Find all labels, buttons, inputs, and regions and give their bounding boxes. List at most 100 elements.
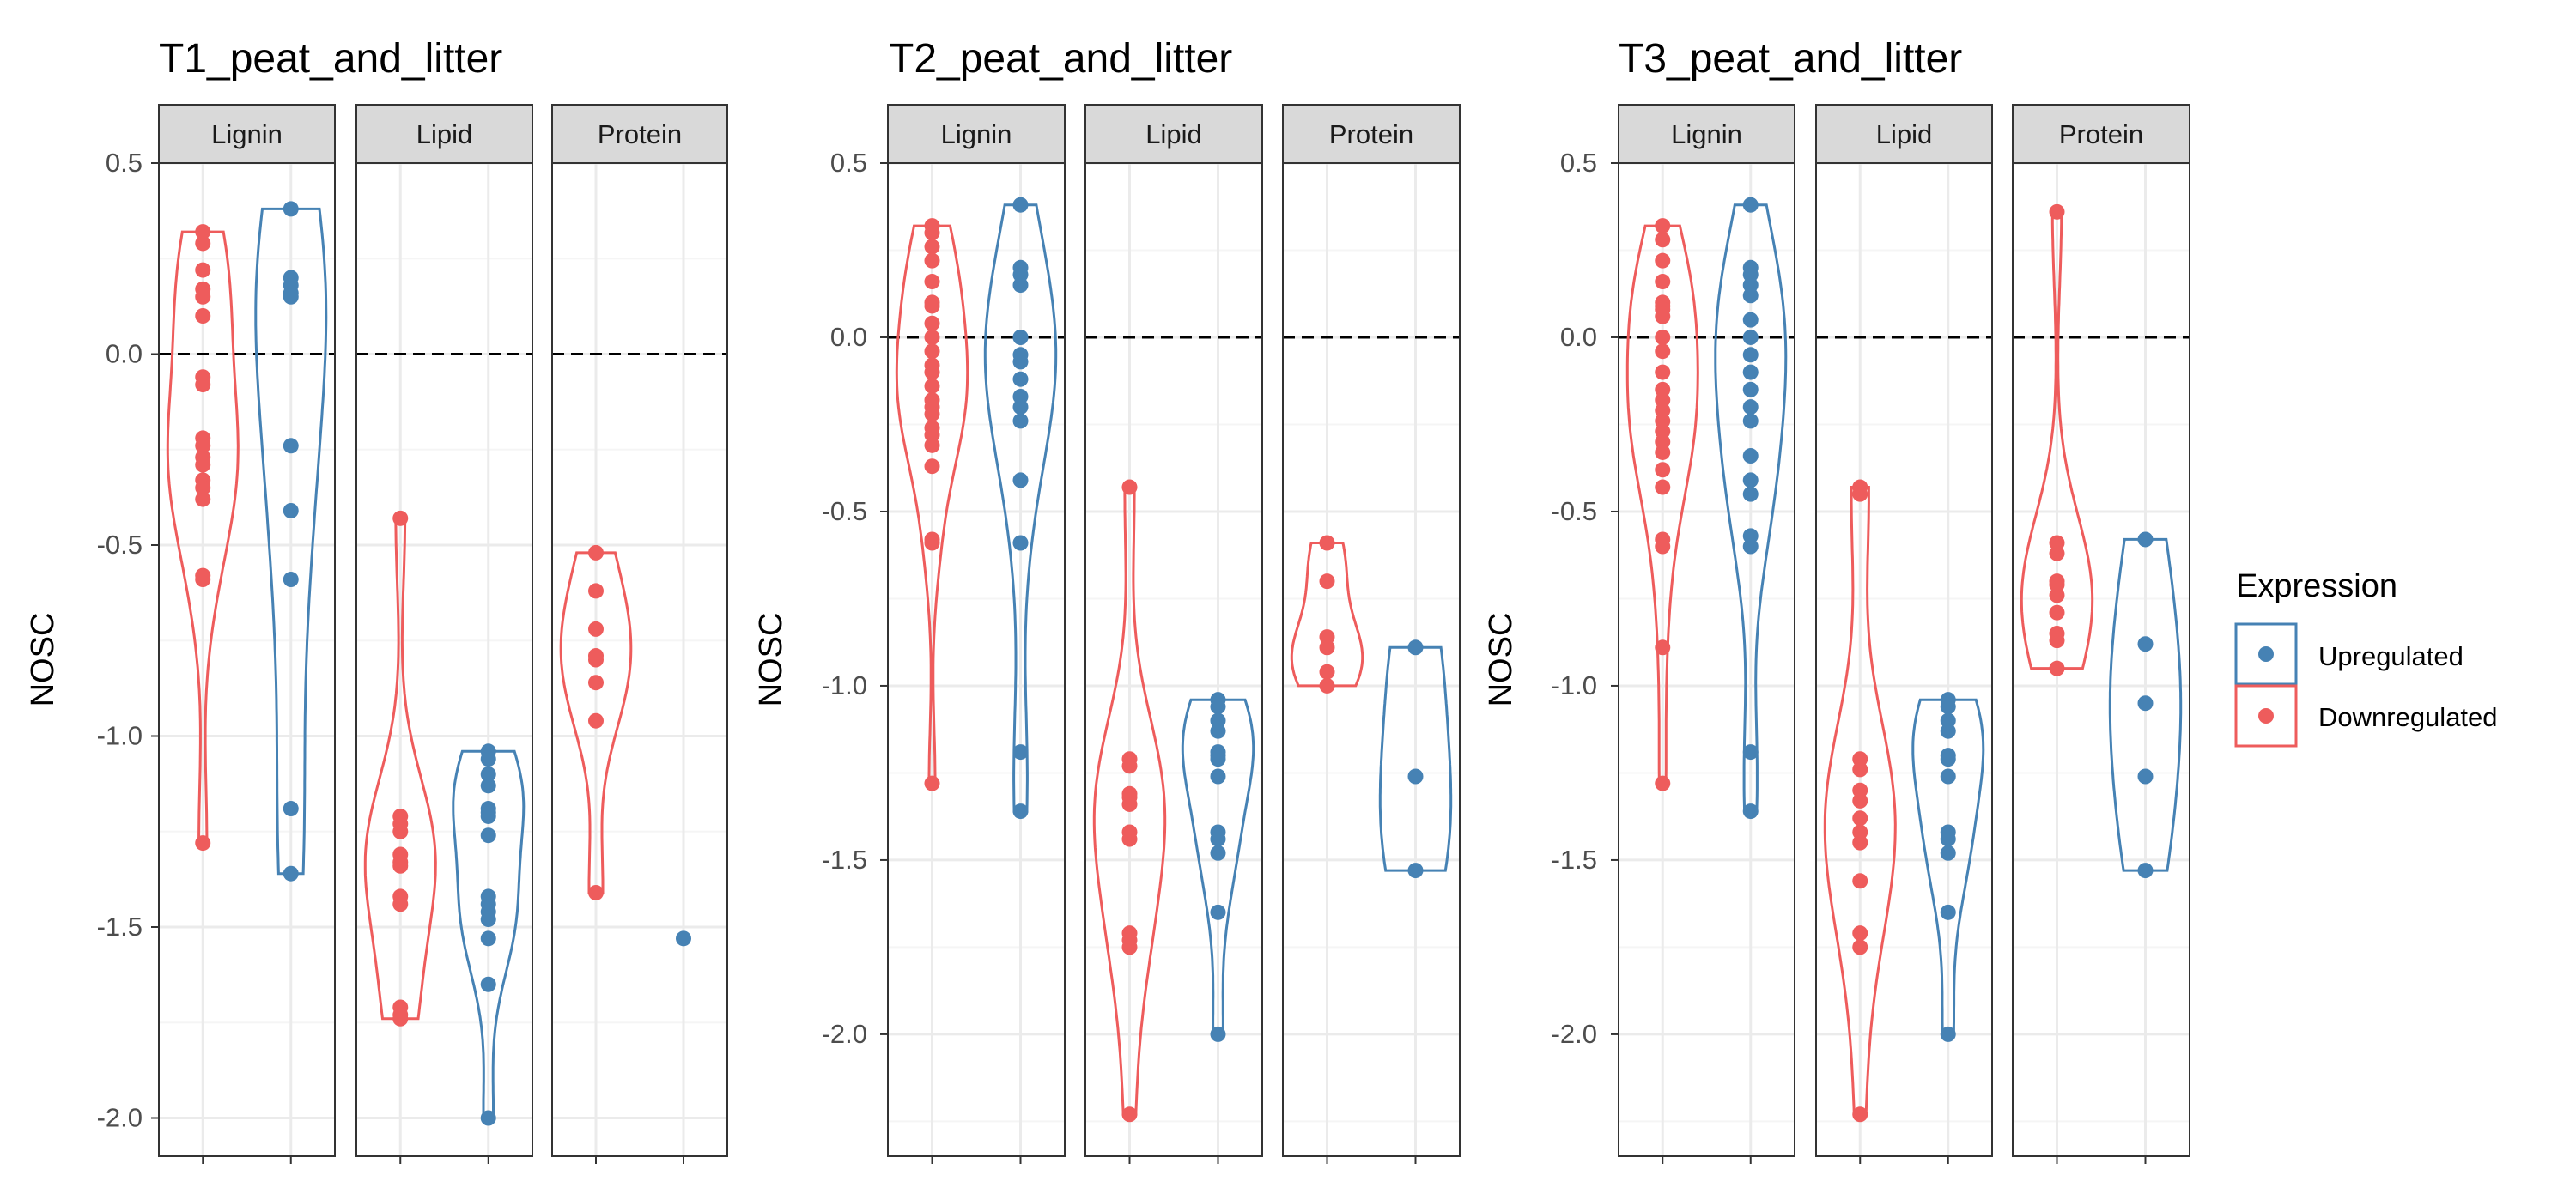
panel-background bbox=[552, 163, 727, 1156]
point-downregulated bbox=[1655, 329, 1671, 345]
y-tick-label: -1.5 bbox=[822, 845, 867, 875]
violin-upregulated bbox=[983, 203, 1058, 813]
point-downregulated bbox=[2049, 587, 2065, 603]
chart-1: T1_peat_and_litter NOSC 0.5 0.0 -0.5 -1.0 -1.5… bbox=[25, 36, 728, 1164]
point-upregulated bbox=[1940, 1026, 1956, 1042]
point-upregulated bbox=[2137, 695, 2154, 712]
point-upregulated bbox=[1012, 803, 1029, 820]
facet-protein: Protein bbox=[2012, 104, 2190, 1164]
violin-downregulated bbox=[1823, 486, 1897, 1116]
y-tick-label: -0.5 bbox=[97, 530, 143, 560]
facet-protein: Protein bbox=[551, 104, 728, 1164]
point-downregulated bbox=[195, 457, 211, 473]
point-upregulated bbox=[480, 912, 496, 928]
point-upregulated bbox=[1940, 751, 1956, 767]
point-downregulated bbox=[1319, 677, 1335, 694]
point-downregulated bbox=[1852, 792, 1868, 809]
point-downregulated bbox=[1852, 873, 1868, 889]
point-downregulated bbox=[2049, 660, 2065, 676]
facet-strip bbox=[1084, 104, 1263, 164]
point-upregulated bbox=[1210, 699, 1226, 715]
point-downregulated bbox=[1319, 639, 1335, 656]
facet-strip bbox=[551, 104, 728, 164]
point-upregulated bbox=[1940, 845, 1956, 861]
point-upregulated bbox=[480, 767, 496, 782]
point-downregulated bbox=[924, 315, 940, 331]
point-downregulated bbox=[392, 510, 409, 526]
point-upregulated bbox=[283, 502, 299, 518]
point-upregulated bbox=[1940, 904, 1956, 920]
chart-title: T2_peat_and_litter bbox=[889, 36, 1232, 82]
facet-strip bbox=[2012, 104, 2190, 164]
point-upregulated bbox=[1742, 803, 1759, 820]
point-downregulated bbox=[2049, 604, 2065, 621]
y-tick-label: 0.0 bbox=[1560, 322, 1597, 352]
facet-label: Protein bbox=[1329, 119, 1413, 149]
point-downregulated bbox=[195, 438, 211, 454]
point-downregulated bbox=[924, 225, 940, 241]
facet-label: Lipid bbox=[1876, 119, 1933, 149]
point-upregulated bbox=[480, 976, 496, 992]
point-upregulated bbox=[1940, 768, 1956, 785]
point-downregulated bbox=[1121, 796, 1138, 812]
point-upregulated bbox=[1940, 723, 1956, 739]
y-tick-label: 0.5 bbox=[1560, 148, 1597, 178]
point-upregulated bbox=[1012, 354, 1029, 370]
point-downregulated bbox=[1121, 479, 1138, 495]
facet-lipid: Lipid bbox=[355, 104, 533, 1164]
y-tick-label: 0.5 bbox=[830, 148, 867, 178]
y-tick-label: -1.0 bbox=[97, 721, 143, 751]
point-upregulated bbox=[2137, 863, 2154, 879]
point-upregulated bbox=[1742, 288, 1759, 304]
panel-background bbox=[1619, 163, 1795, 1156]
facet-strip bbox=[1282, 104, 1461, 164]
violin-downregulated bbox=[166, 230, 240, 845]
facet-lipid: Lipid bbox=[1084, 104, 1263, 1164]
point-downregulated bbox=[195, 491, 211, 507]
point-downregulated bbox=[924, 775, 940, 791]
point-downregulated bbox=[1655, 462, 1671, 478]
point-upregulated bbox=[1012, 535, 1029, 551]
point-downregulated bbox=[924, 274, 940, 290]
facet-label: Protein bbox=[2059, 119, 2143, 149]
point-upregulated bbox=[283, 572, 299, 588]
facet-lignin: Lignin bbox=[887, 104, 1066, 1164]
point-upregulated bbox=[1742, 744, 1759, 761]
point-downregulated bbox=[1655, 538, 1671, 555]
chart-title: T3_peat_and_litter bbox=[1619, 36, 1962, 82]
point-downregulated bbox=[924, 329, 940, 345]
violin-downregulated bbox=[1625, 224, 1699, 785]
violin-upregulated bbox=[2108, 537, 2183, 872]
point-downregulated bbox=[1121, 758, 1138, 774]
point-upregulated bbox=[1742, 197, 1759, 213]
facet-lignin: Lignin bbox=[158, 104, 336, 1164]
point-downregulated bbox=[1121, 1106, 1138, 1123]
point-downregulated bbox=[1121, 939, 1138, 955]
point-downregulated bbox=[1655, 775, 1671, 791]
y-axis-label: NOSC bbox=[1483, 613, 1519, 707]
point-downregulated bbox=[924, 239, 940, 255]
point-downregulated bbox=[392, 1010, 409, 1027]
y-tick-label: -0.5 bbox=[1552, 496, 1597, 526]
point-downregulated bbox=[588, 652, 604, 668]
point-downregulated bbox=[588, 544, 604, 561]
point-upregulated bbox=[1407, 639, 1424, 656]
point-downregulated bbox=[2049, 633, 2065, 649]
point-upregulated bbox=[1742, 381, 1759, 397]
point-downregulated bbox=[1852, 486, 1868, 502]
point-downregulated bbox=[392, 823, 409, 839]
point-downregulated bbox=[195, 835, 211, 852]
y-tick-label: -1.5 bbox=[1552, 845, 1597, 875]
facet-strip bbox=[887, 104, 1066, 164]
legend-key-upregulated bbox=[2234, 622, 2298, 686]
violin-upregulated bbox=[1181, 698, 1255, 1036]
legend-label-upregulated: Upregulated bbox=[2318, 641, 2464, 671]
point-upregulated bbox=[1012, 399, 1029, 415]
facet-lipid: Lipid bbox=[1815, 104, 1993, 1164]
point-upregulated bbox=[1742, 329, 1759, 345]
panel-background bbox=[1085, 163, 1262, 1156]
point-upregulated bbox=[1742, 347, 1759, 363]
panel-background bbox=[2013, 163, 2190, 1156]
y-tick-label: 0.0 bbox=[830, 322, 867, 352]
point-upregulated bbox=[1012, 371, 1029, 387]
